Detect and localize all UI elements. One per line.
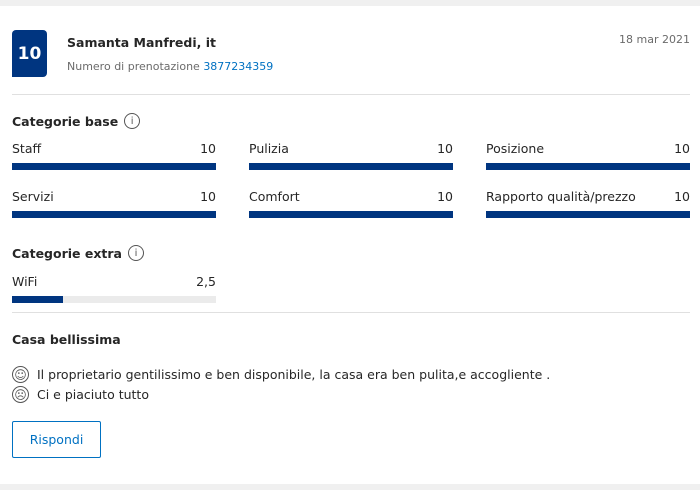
info-icon[interactable]: i [124,113,141,129]
score-bar-fill [249,163,453,170]
score-badge: 10 [12,30,47,77]
category-label: Posizione [486,141,545,156]
review-card: 10 Samanta Manfredi, it Numero di prenot… [0,6,700,484]
positive-text: Il proprietario gentilissimo e ben dispo… [37,367,551,382]
booking-info: Numero di prenotazione 3877234359 [67,60,273,73]
category-wifi: WiFi 2,5 [12,274,216,303]
category-score: 10 [674,189,690,204]
category-servizi: Servizi 10 [12,189,216,218]
base-title: Categorie base [12,113,119,129]
category-score: 10 [200,141,216,156]
category-comfort: Comfort 10 [249,189,453,218]
category-label: WiFi [12,274,38,289]
category-score: 10 [437,141,453,156]
review-date: 18 mar 2021 [619,33,690,46]
category-label: Staff [12,141,42,156]
score-bar [249,211,453,218]
frown-icon: ☹ [12,386,29,403]
base-categories-heading: Categorie base i [12,113,141,129]
booking-number-link[interactable]: 3877234359 [203,60,274,73]
category-pulizia: Pulizia 10 [249,141,453,170]
score-bar [12,163,216,170]
score-bar-fill [486,211,690,218]
reviewer-name: Samanta Manfredi, it [67,35,217,50]
reply-button[interactable]: Rispondi [12,421,101,458]
score-bar-fill [249,211,453,218]
negative-line: ☹ Ci e piaciuto tutto [12,386,149,403]
score-bar [249,163,453,170]
category-score: 10 [200,189,216,204]
category-label: Pulizia [249,141,289,156]
score-bar [486,163,690,170]
score-bar-fill [12,163,216,170]
divider [12,312,690,313]
divider [12,94,690,95]
category-score: 2,5 [196,274,216,289]
category-score: 10 [674,141,690,156]
category-staff: Staff 10 [12,141,216,170]
review-title: Casa bellissima [12,332,121,347]
category-label: Servizi [12,189,54,204]
negative-text: Ci e piaciuto tutto [37,387,149,402]
category-label: Rapporto qualità/prezzo [486,189,636,204]
extra-title: Categorie extra [12,245,122,261]
score-bar-fill [12,296,63,303]
category-posizione: Posizione 10 [486,141,690,170]
category-score: 10 [437,189,453,204]
positive-line: ☺ Il proprietario gentilissimo e ben disp… [12,366,550,383]
booking-label: Numero di prenotazione [67,60,200,73]
smile-icon: ☺ [12,366,29,383]
score-bar-fill [486,163,690,170]
score-bar [486,211,690,218]
score-bar [12,296,216,303]
category-rapporto-qualit-prezzo: Rapporto qualità/prezzo 10 [486,189,690,218]
category-label: Comfort [249,189,300,204]
score-bar [12,211,216,218]
score-bar-fill [12,211,216,218]
info-icon[interactable]: i [128,245,144,261]
extra-categories-heading: Categorie extra i [12,245,144,261]
